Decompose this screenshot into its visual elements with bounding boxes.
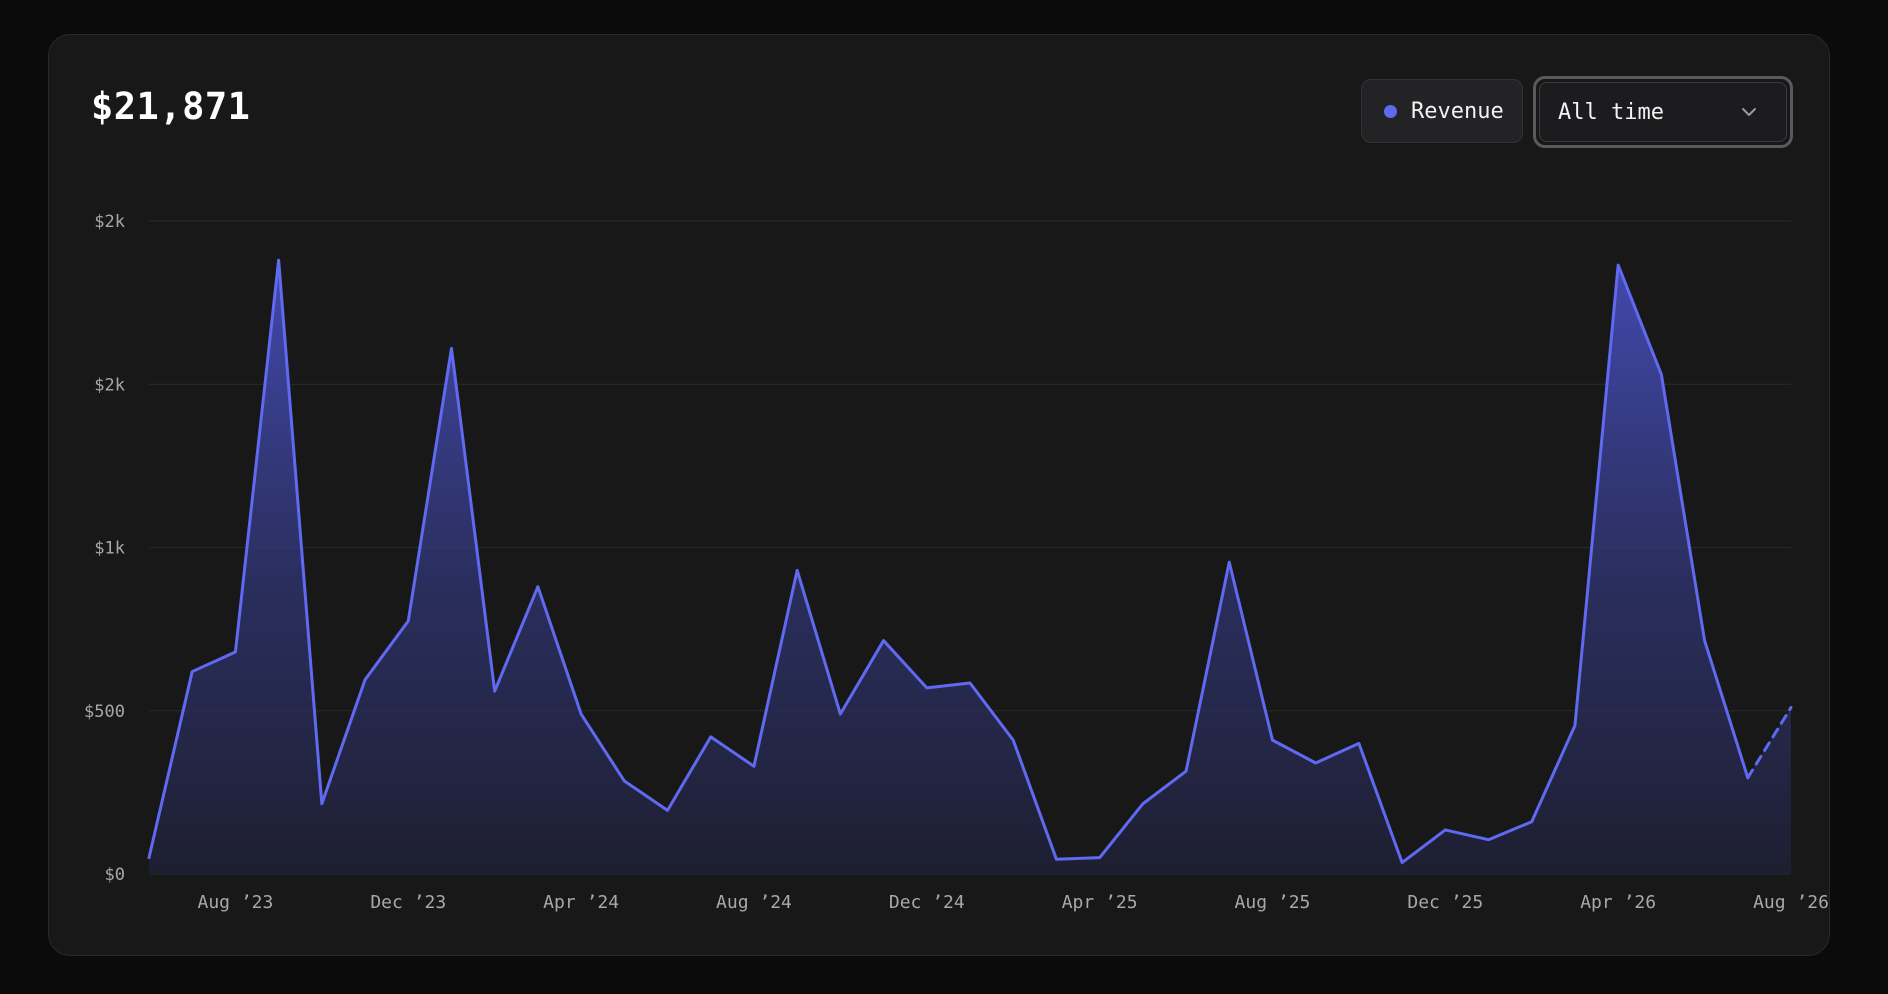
data-point [666,808,670,812]
data-point [406,619,410,623]
total-revenue-value: $21,871 [91,85,251,128]
x-tick-label: Aug ’25 [1235,892,1311,913]
time-range-select[interactable]: All time [1533,76,1793,148]
x-tick-label: Apr ’24 [543,892,619,913]
data-point [882,639,886,643]
data-point [1270,738,1274,742]
data-point [1789,705,1793,709]
y-tick-label: $0 [105,865,125,885]
revenue-card: $21,871 Revenue All time $0 $500 $1k $2k $2k… [48,34,1830,956]
x-axis-ticks: Aug ’23 Dec ’23 Apr ’24 Aug ’24 Dec ’24 Apr ’… [197,892,1828,913]
data-point [925,686,929,690]
data-point [795,568,799,572]
data-point [1141,802,1145,806]
data-point [1400,861,1404,865]
data-point [1054,857,1058,861]
data-point [1011,738,1015,742]
series-line-solid [147,258,1750,865]
revenue-area-chart: $0$500$1k$2k$2k Aug ’23 Dec ’23 Apr ’24 Aug… [84,212,1829,913]
x-tick-label: Aug ’23 [197,892,273,913]
x-tick-label: Aug ’24 [716,892,792,913]
legend-label: Revenue [1411,98,1504,124]
data-point [1530,820,1534,824]
x-tick-label: Dec ’24 [889,892,965,913]
x-tick-label: Apr ’25 [1062,892,1138,913]
series-area [149,260,1791,874]
data-point [449,346,453,350]
data-point [1573,723,1577,727]
series-line-projected [1746,705,1793,780]
data-point [1184,769,1188,773]
data-point [622,779,626,783]
data-point [1098,856,1102,860]
data-point [233,650,237,654]
data-point [579,712,583,716]
data-point [320,802,324,806]
data-point [1357,741,1361,745]
data-point [277,258,281,262]
data-point [1227,560,1231,564]
chevron-down-icon [1742,108,1756,116]
data-point [838,712,842,716]
time-range-select-inner[interactable]: All time [1539,82,1787,142]
time-range-value: All time [1558,99,1664,125]
y-axis-ticks: $0 $500 $1k $2k $2k [84,212,125,885]
series-area-fill [149,260,1791,874]
data-point [147,856,151,860]
y-tick-label: $1k [94,539,125,559]
data-point [1659,372,1663,376]
series-line [147,258,1793,865]
y-tick-label: $2k [94,375,125,395]
data-point [493,689,497,693]
revenue-legend-dot [1384,104,1397,118]
legend-revenue[interactable]: Revenue [1361,79,1523,143]
x-tick-label: Dec ’25 [1407,892,1483,913]
data-point [1616,263,1620,267]
y-tick-label: $2k [94,212,125,232]
data-point [1487,838,1491,842]
x-tick-label: Dec ’23 [370,892,446,913]
data-point [1703,639,1707,643]
data-point [968,681,972,685]
y-tick-label: $500 [84,702,125,722]
data-point [190,670,194,674]
data-point [1443,828,1447,832]
data-point [536,585,540,589]
data-point [752,764,756,768]
data-point [363,678,367,682]
x-tick-label: Apr ’26 [1580,892,1656,913]
x-tick-label: Aug ’26 [1753,892,1829,913]
data-point [709,735,713,739]
data-point [1314,761,1318,765]
data-point [1746,776,1750,780]
